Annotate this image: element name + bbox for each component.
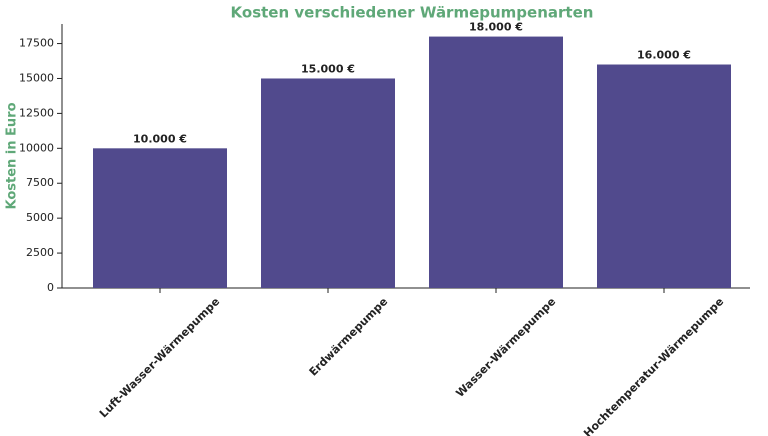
value-label: 18.000 € xyxy=(469,21,523,34)
value-label: 10.000 € xyxy=(133,132,187,145)
bar xyxy=(261,78,395,288)
bar xyxy=(429,36,563,289)
x-tick-label: Luft-Wasser-Wärmepumpe xyxy=(97,295,222,420)
y-tick-label: 15000 xyxy=(19,71,54,84)
y-tick-label: 7500 xyxy=(26,176,54,189)
y-tick-label: 2500 xyxy=(26,246,54,259)
value-label: 16.000 € xyxy=(637,49,691,62)
x-tick-label: Hochtemperatur-Wärmepumpe xyxy=(581,295,726,436)
y-tick-label: 0 xyxy=(47,281,54,294)
y-tick-label: 17500 xyxy=(19,37,54,50)
value-label: 15.000 € xyxy=(301,62,355,75)
y-tick-label: 10000 xyxy=(19,141,54,154)
bar xyxy=(93,148,227,288)
x-tick-label: Erdwärmepumpe xyxy=(307,295,391,379)
y-tick-label: 5000 xyxy=(26,211,54,224)
y-tick-label: 12500 xyxy=(19,106,54,119)
bar xyxy=(597,64,731,288)
x-tick-label: Wasser-Wärmepumpe xyxy=(453,295,558,400)
chart-title: Kosten verschiedener Wärmepumpenarten xyxy=(231,4,594,22)
y-axis-label: Kosten in Euro xyxy=(5,102,20,209)
